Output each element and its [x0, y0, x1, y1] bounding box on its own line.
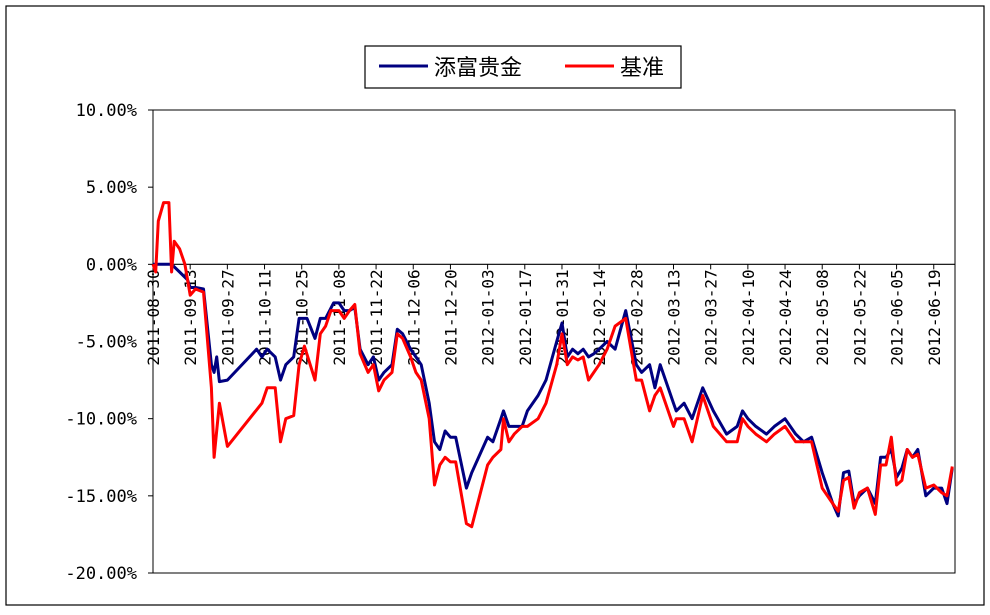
x-tick-label: 2012-01-03 — [479, 269, 498, 365]
x-tick-label: 2012-04-10 — [739, 269, 758, 365]
x-tick-label: 2011-11-08 — [330, 269, 349, 365]
x-axis: 2011-08-30 2011-09-13 2011-09-27 2011-10-11… — [144, 263, 955, 366]
legend: 添富贵金 基准 — [364, 45, 682, 89]
series-line-1 — [153, 262, 954, 518]
x-tick-label: 2012-05-08 — [813, 269, 832, 365]
x-tick-label: 2012-01-17 — [516, 269, 535, 365]
x-tick-label: 2012-03-13 — [665, 269, 684, 365]
x-tick-label: 2012-01-31 — [553, 269, 572, 365]
y-tick-label: -20.00% — [65, 564, 137, 584]
x-tick-label: 2011-09-13 — [181, 269, 200, 365]
x-tick-label: 2011-09-27 — [218, 269, 237, 365]
y-tick-label: -5.00% — [76, 333, 137, 353]
x-tick-label: 2012-02-14 — [590, 269, 609, 365]
x-tick-label: 2011-10-11 — [256, 269, 275, 365]
x-tick-label: 2012-03-27 — [702, 269, 721, 365]
series-line-2 — [151, 201, 954, 529]
x-tick-label: 2012-04-24 — [776, 269, 795, 365]
x-tick-label: 2012-06-05 — [888, 269, 907, 365]
x-tick-label: 2012-05-22 — [850, 269, 869, 365]
x-tick-label: 2011-12-20 — [441, 269, 460, 365]
x-tick-label: 2012-06-19 — [925, 269, 944, 365]
series-lines — [151, 201, 954, 529]
y-tick-label: -10.00% — [65, 410, 137, 430]
x-tick-label: 2011-12-06 — [404, 269, 423, 365]
y-tick-label: 10.00% — [76, 101, 137, 121]
x-tick-label: 2011-11-22 — [367, 269, 386, 365]
y-tick-label: 0.00% — [86, 255, 137, 275]
plot-area — [152, 109, 956, 574]
y-tick-label: 5.00% — [86, 178, 137, 198]
y-tick-label: -15.00% — [65, 487, 137, 507]
x-tick-label: 2011-08-30 — [144, 269, 163, 365]
y-axis: 10.00% 5.00% 0.00% -5.00% -10.00% -15.00% -20.… — [65, 101, 153, 584]
legend-label-series-1: 添富贵金 — [434, 56, 522, 81]
legend-label-series-2: 基准 — [620, 56, 664, 81]
